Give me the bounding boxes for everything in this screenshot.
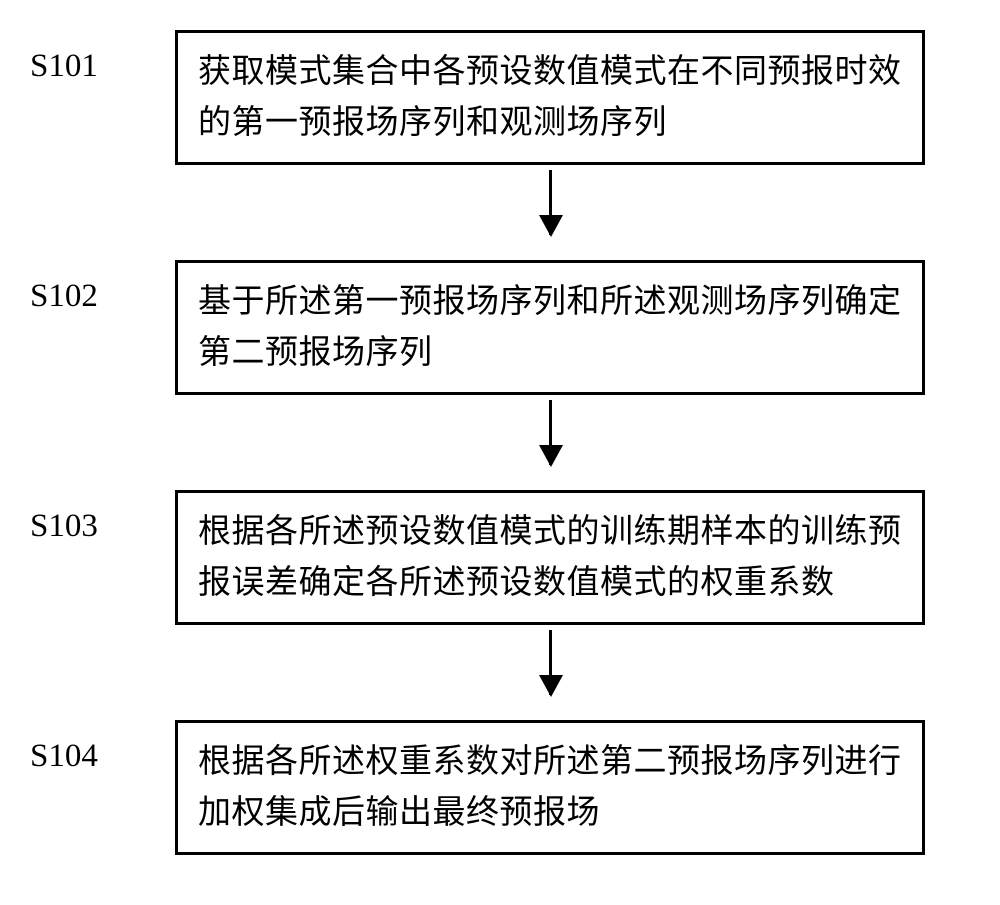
step-label-s101: S101 [30, 50, 98, 83]
flowchart-canvas: S101 获取模式集合中各预设数值模式在不同预报时效的第一预报场序列和观测场序列… [0, 0, 1000, 905]
step-text-s103: 根据各所述预设数值模式的训练期样本的训练预报误差确定各所述预设数值模式的权重系数 [198, 507, 902, 609]
step-box-s104: 根据各所述权重系数对所述第二预报场序列进行加权集成后输出最终预报场 [175, 720, 925, 855]
step-text-s104: 根据各所述权重系数对所述第二预报场序列进行加权集成后输出最终预报场 [198, 737, 902, 839]
arrow-s102-s103 [549, 400, 552, 465]
step-box-s103: 根据各所述预设数值模式的训练期样本的训练预报误差确定各所述预设数值模式的权重系数 [175, 490, 925, 625]
step-text-s101: 获取模式集合中各预设数值模式在不同预报时效的第一预报场序列和观测场序列 [198, 47, 902, 149]
step-label-s104: S104 [30, 740, 98, 773]
arrow-s101-s102 [549, 170, 552, 235]
arrow-s103-s104 [549, 630, 552, 695]
step-label-s103: S103 [30, 510, 98, 543]
step-label-s102: S102 [30, 280, 98, 313]
step-box-s102: 基于所述第一预报场序列和所述观测场序列确定第二预报场序列 [175, 260, 925, 395]
step-box-s101: 获取模式集合中各预设数值模式在不同预报时效的第一预报场序列和观测场序列 [175, 30, 925, 165]
step-text-s102: 基于所述第一预报场序列和所述观测场序列确定第二预报场序列 [198, 277, 902, 379]
